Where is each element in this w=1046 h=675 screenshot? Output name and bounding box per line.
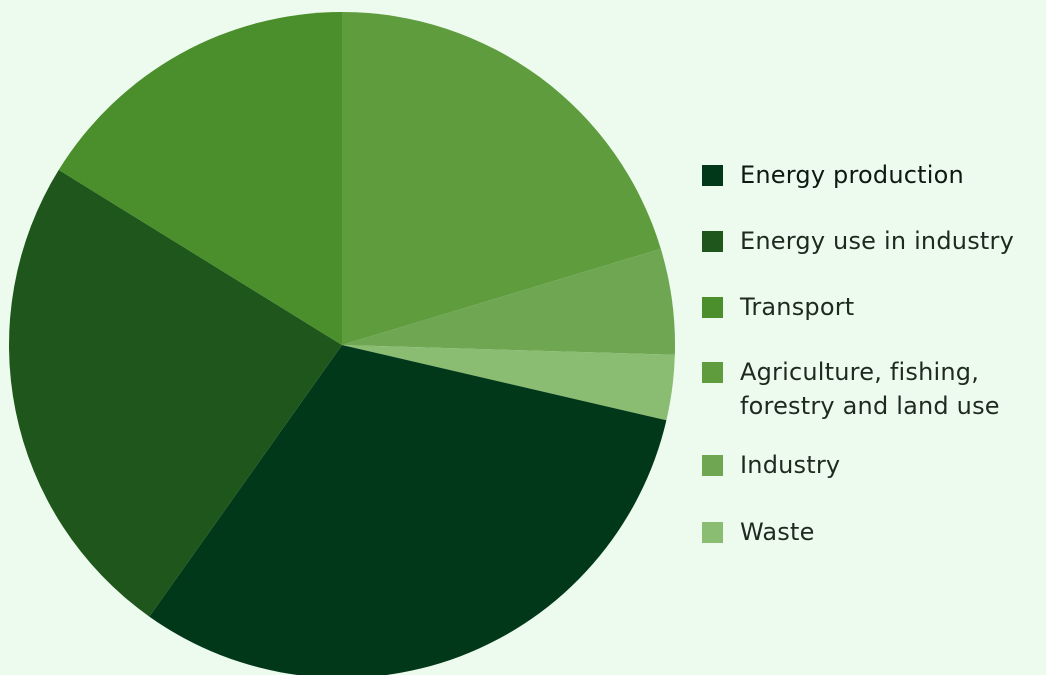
pie-chart: [8, 12, 676, 675]
legend-item-agriculture-fishing-forestry-land-use: Agriculture, fishing, forestry and land …: [702, 355, 1000, 423]
pie-slices: [8, 12, 676, 675]
legend-item-industry: Industry: [702, 448, 840, 482]
legend-swatch-transport: [702, 297, 723, 318]
legend-swatch-waste: [702, 522, 723, 543]
legend-swatch-agriculture-fishing-forestry-land-use: [702, 362, 723, 383]
pie-slice-agriculture-fishing-forestry-and-land-use: [342, 12, 661, 345]
legend-swatch-energy-use-in-industry: [702, 231, 723, 252]
pie-slice-industry: [342, 248, 676, 355]
legend-label-agriculture-fishing-forestry-land-use: Agriculture, fishing, forestry and land …: [740, 358, 1000, 420]
legend-label-energy-use-in-industry: Energy use in industry: [740, 227, 1014, 255]
pie-slice-transport: [58, 12, 342, 345]
legend-label-waste: Waste: [740, 518, 815, 546]
legend-label-energy-production: Energy production: [740, 161, 964, 189]
legend-label-industry: Industry: [740, 451, 841, 479]
pie-slice-energy-use-in-industry: [8, 169, 343, 617]
pie-slice-waste: [342, 345, 675, 421]
legend-swatch-energy-production: [702, 165, 723, 186]
legend-item-transport: Transport: [702, 290, 854, 324]
pie-slice-energy-production: [149, 345, 667, 675]
legend-item-energy-use-in-industry: Energy use in industry: [702, 224, 1014, 258]
legend-item-energy-production: Energy production: [702, 158, 964, 192]
legend-swatch-industry: [702, 455, 723, 476]
legend-item-waste: Waste: [702, 515, 815, 549]
legend-label-transport: Transport: [740, 293, 855, 321]
